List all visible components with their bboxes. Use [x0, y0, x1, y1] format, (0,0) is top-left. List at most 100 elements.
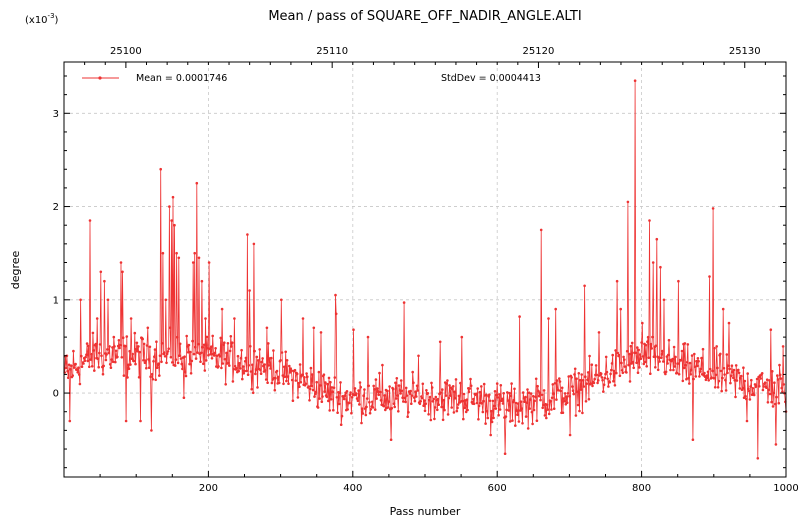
- data-point: [457, 394, 461, 398]
- data-point: [142, 359, 145, 362]
- data-point: [620, 369, 624, 372]
- data-point: [159, 167, 162, 171]
- data-point: [389, 438, 393, 442]
- data-point: [686, 343, 690, 346]
- data-point: [293, 368, 297, 372]
- data-point: [151, 377, 155, 381]
- data-point: [82, 362, 85, 365]
- data-point: [701, 347, 705, 351]
- data-point: [662, 298, 666, 302]
- data-point: [517, 420, 521, 423]
- data-point: [197, 256, 201, 260]
- x-tick-label: 200: [199, 483, 218, 494]
- data-point: [125, 335, 129, 338]
- data-point: [677, 279, 680, 283]
- data-point: [641, 355, 645, 358]
- data-point: [199, 360, 202, 364]
- data-point: [480, 385, 483, 388]
- data-point: [719, 352, 722, 356]
- data-point: [122, 374, 126, 377]
- data-point: [667, 353, 670, 357]
- data-point: [142, 342, 146, 346]
- data-point: [586, 378, 589, 382]
- data-point: [343, 394, 347, 397]
- data-point: [625, 371, 628, 374]
- data-point: [409, 389, 412, 393]
- data-point: [770, 400, 773, 404]
- x-tick-label: 800: [632, 483, 651, 494]
- data-point: [578, 409, 581, 413]
- data-point: [158, 374, 161, 377]
- data-point: [539, 398, 542, 402]
- data-point: [90, 365, 94, 368]
- data-point: [545, 416, 548, 420]
- data-point: [299, 380, 303, 384]
- data-point: [584, 375, 587, 379]
- data-point: [342, 397, 346, 401]
- data-point: [594, 364, 598, 367]
- data-point: [542, 389, 546, 392]
- data-point: [349, 391, 352, 394]
- data-point: [623, 358, 626, 361]
- data-point: [693, 365, 697, 369]
- data-point: [545, 403, 549, 407]
- data-point: [739, 376, 742, 380]
- data-point: [671, 357, 674, 361]
- data-point: [741, 386, 744, 390]
- data-point: [601, 378, 604, 382]
- data-point: [273, 388, 277, 392]
- data-point: [173, 364, 177, 367]
- data-point: [440, 405, 443, 409]
- data-point: [251, 391, 255, 395]
- data-point: [378, 390, 382, 394]
- data-point: [512, 398, 516, 402]
- data-point: [573, 367, 577, 371]
- grid: [64, 62, 786, 477]
- data-point: [374, 378, 378, 381]
- data-point: [331, 390, 334, 394]
- data-point: [105, 353, 108, 356]
- data-point: [228, 349, 232, 353]
- data-point: [119, 261, 123, 264]
- data-point: [416, 389, 420, 392]
- data-point: [719, 369, 723, 373]
- data-point: [325, 395, 329, 399]
- data-point: [722, 366, 726, 370]
- data-point: [77, 366, 80, 370]
- data-point: [397, 410, 400, 413]
- data-point: [353, 387, 357, 390]
- data-point: [134, 348, 138, 351]
- y-axis-label: degree: [9, 251, 22, 290]
- data-point: [502, 392, 506, 395]
- data-point: [427, 413, 430, 416]
- data-point: [488, 399, 492, 403]
- data-point: [199, 351, 203, 355]
- data-point: [488, 393, 491, 397]
- data-point: [493, 390, 497, 393]
- data-point: [752, 393, 756, 397]
- data-point: [758, 385, 761, 388]
- data-point: [778, 363, 781, 367]
- data-point: [130, 357, 134, 361]
- data-point: [635, 361, 638, 365]
- data-point: [240, 348, 243, 352]
- data-point: [363, 388, 366, 391]
- data-point: [495, 382, 499, 385]
- data-point: [536, 384, 539, 388]
- data-point: [466, 408, 469, 412]
- data-point: [406, 415, 410, 419]
- data-point: [90, 352, 93, 356]
- data-point: [654, 366, 657, 369]
- data-point: [765, 386, 768, 390]
- data-point: [534, 377, 538, 381]
- data-point: [277, 375, 280, 379]
- data-point: [506, 391, 509, 394]
- data-point: [188, 362, 191, 366]
- data-point: [100, 354, 103, 358]
- data-point: [355, 392, 358, 395]
- data-point: [636, 371, 640, 375]
- data-point: [730, 364, 734, 368]
- data-point: [155, 340, 158, 344]
- data-point: [245, 369, 248, 373]
- data-point: [765, 378, 769, 382]
